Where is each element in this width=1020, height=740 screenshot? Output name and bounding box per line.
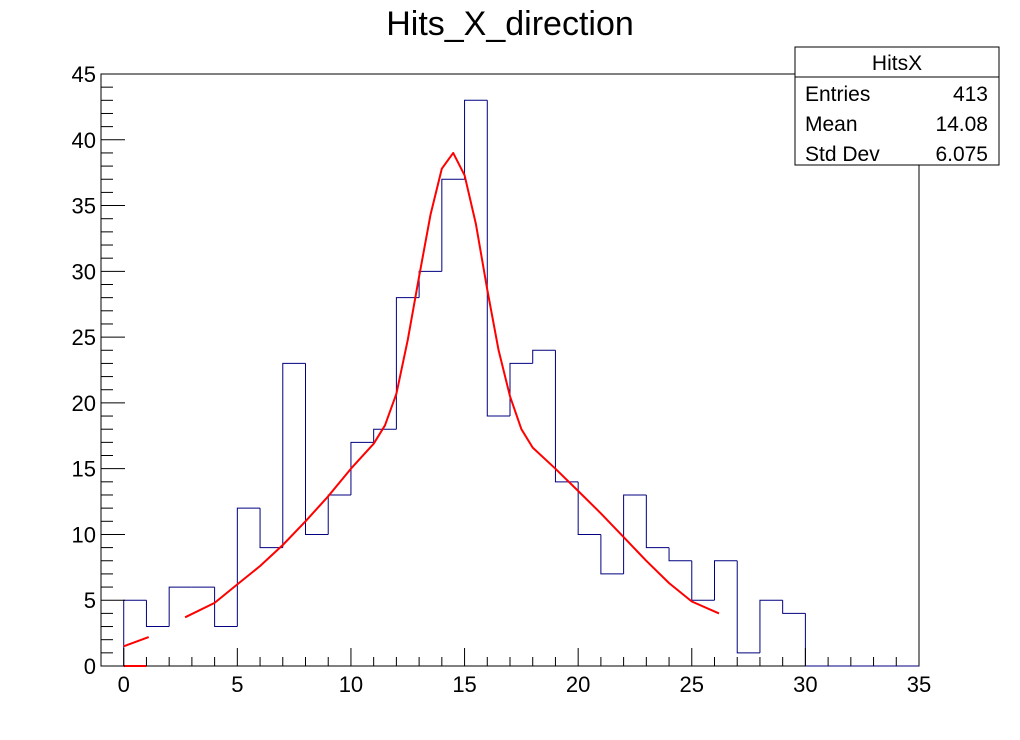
- histogram-bin: [145, 600, 170, 628]
- x-tick-label: 0: [118, 672, 130, 697]
- y-tick-label: 45: [72, 62, 96, 87]
- histogram-bin: [600, 534, 624, 575]
- histogram-bin: [623, 494, 647, 574]
- y-tick-label: 10: [72, 522, 96, 547]
- histogram-bin: [691, 560, 715, 601]
- y-tick-label: 0: [84, 654, 96, 679]
- y-tick-label: 40: [72, 128, 96, 153]
- histogram-bin: [373, 428, 397, 443]
- fit-curve-layer: [123, 151, 720, 667]
- histogram-bin: [782, 600, 806, 614]
- stats-box-frame: [794, 46, 1000, 166]
- histogram-bin: [668, 547, 692, 562]
- y-tick-label: 20: [72, 391, 96, 416]
- stats-label-stddev: Std Dev: [805, 143, 880, 166]
- histogram-bin: [350, 441, 374, 495]
- histogram-bin: [486, 100, 510, 417]
- y-tick-label: 35: [72, 194, 96, 219]
- histogram-bin: [714, 560, 738, 601]
- histogram-bin: [395, 297, 420, 430]
- histogram-bin: [736, 560, 760, 654]
- histogram-bin: [305, 363, 329, 535]
- histogram-bin: [645, 494, 670, 549]
- y-tick-label: 15: [72, 457, 96, 482]
- fit-curve-segment: [184, 151, 720, 619]
- y-tick-label: 5: [84, 588, 96, 613]
- histogram-bin: [123, 599, 147, 666]
- fit-curve-segment: [123, 636, 150, 648]
- x-tick-label: 25: [680, 672, 704, 697]
- histogram-layer: [101, 99, 919, 667]
- stats-value-entries: 413: [953, 83, 988, 106]
- histogram-bin: [577, 481, 601, 535]
- stats-box: HitsX Entries 413 Mean 14.08 Std Dev 6.0…: [794, 46, 1000, 166]
- histogram-bin: [759, 599, 783, 653]
- y-tick-label: 30: [72, 259, 96, 284]
- stats-value-mean: 14.08: [935, 113, 988, 136]
- stats-value-stddev: 6.075: [935, 143, 988, 166]
- x-tick-label: 30: [793, 672, 817, 697]
- x-tick-label: 20: [566, 672, 590, 697]
- histogram-bin: [554, 350, 579, 483]
- histogram-bin: [327, 494, 351, 535]
- histogram-bin: [168, 586, 192, 627]
- axes-layer: 0 5 10 15 20 25 30 35 0 5 10 15 20 25 30 35 40 45: [72, 62, 932, 697]
- stats-label-mean: Mean: [805, 113, 858, 136]
- histogram-bin: [804, 613, 829, 667]
- y-tick-label: 25: [72, 325, 96, 350]
- histogram-bin: [214, 587, 238, 628]
- histogram-bin: [441, 178, 465, 272]
- histogram-bin: [236, 507, 261, 627]
- histogram-bin: [418, 270, 442, 298]
- chart-title: Hits_X_direction: [386, 5, 634, 43]
- x-tick-label: 5: [231, 672, 243, 697]
- histogram-bin: [532, 349, 556, 364]
- x-tick-label: 15: [452, 672, 476, 697]
- histogram-bin: [464, 99, 488, 180]
- histogram-bin: [259, 508, 283, 549]
- x-tick-label: 10: [339, 672, 363, 697]
- histogram-bin: [282, 362, 306, 548]
- stats-box-title: HitsX: [872, 52, 922, 75]
- x-tick-label: 35: [907, 672, 931, 697]
- stats-label-entries: Entries: [805, 83, 870, 106]
